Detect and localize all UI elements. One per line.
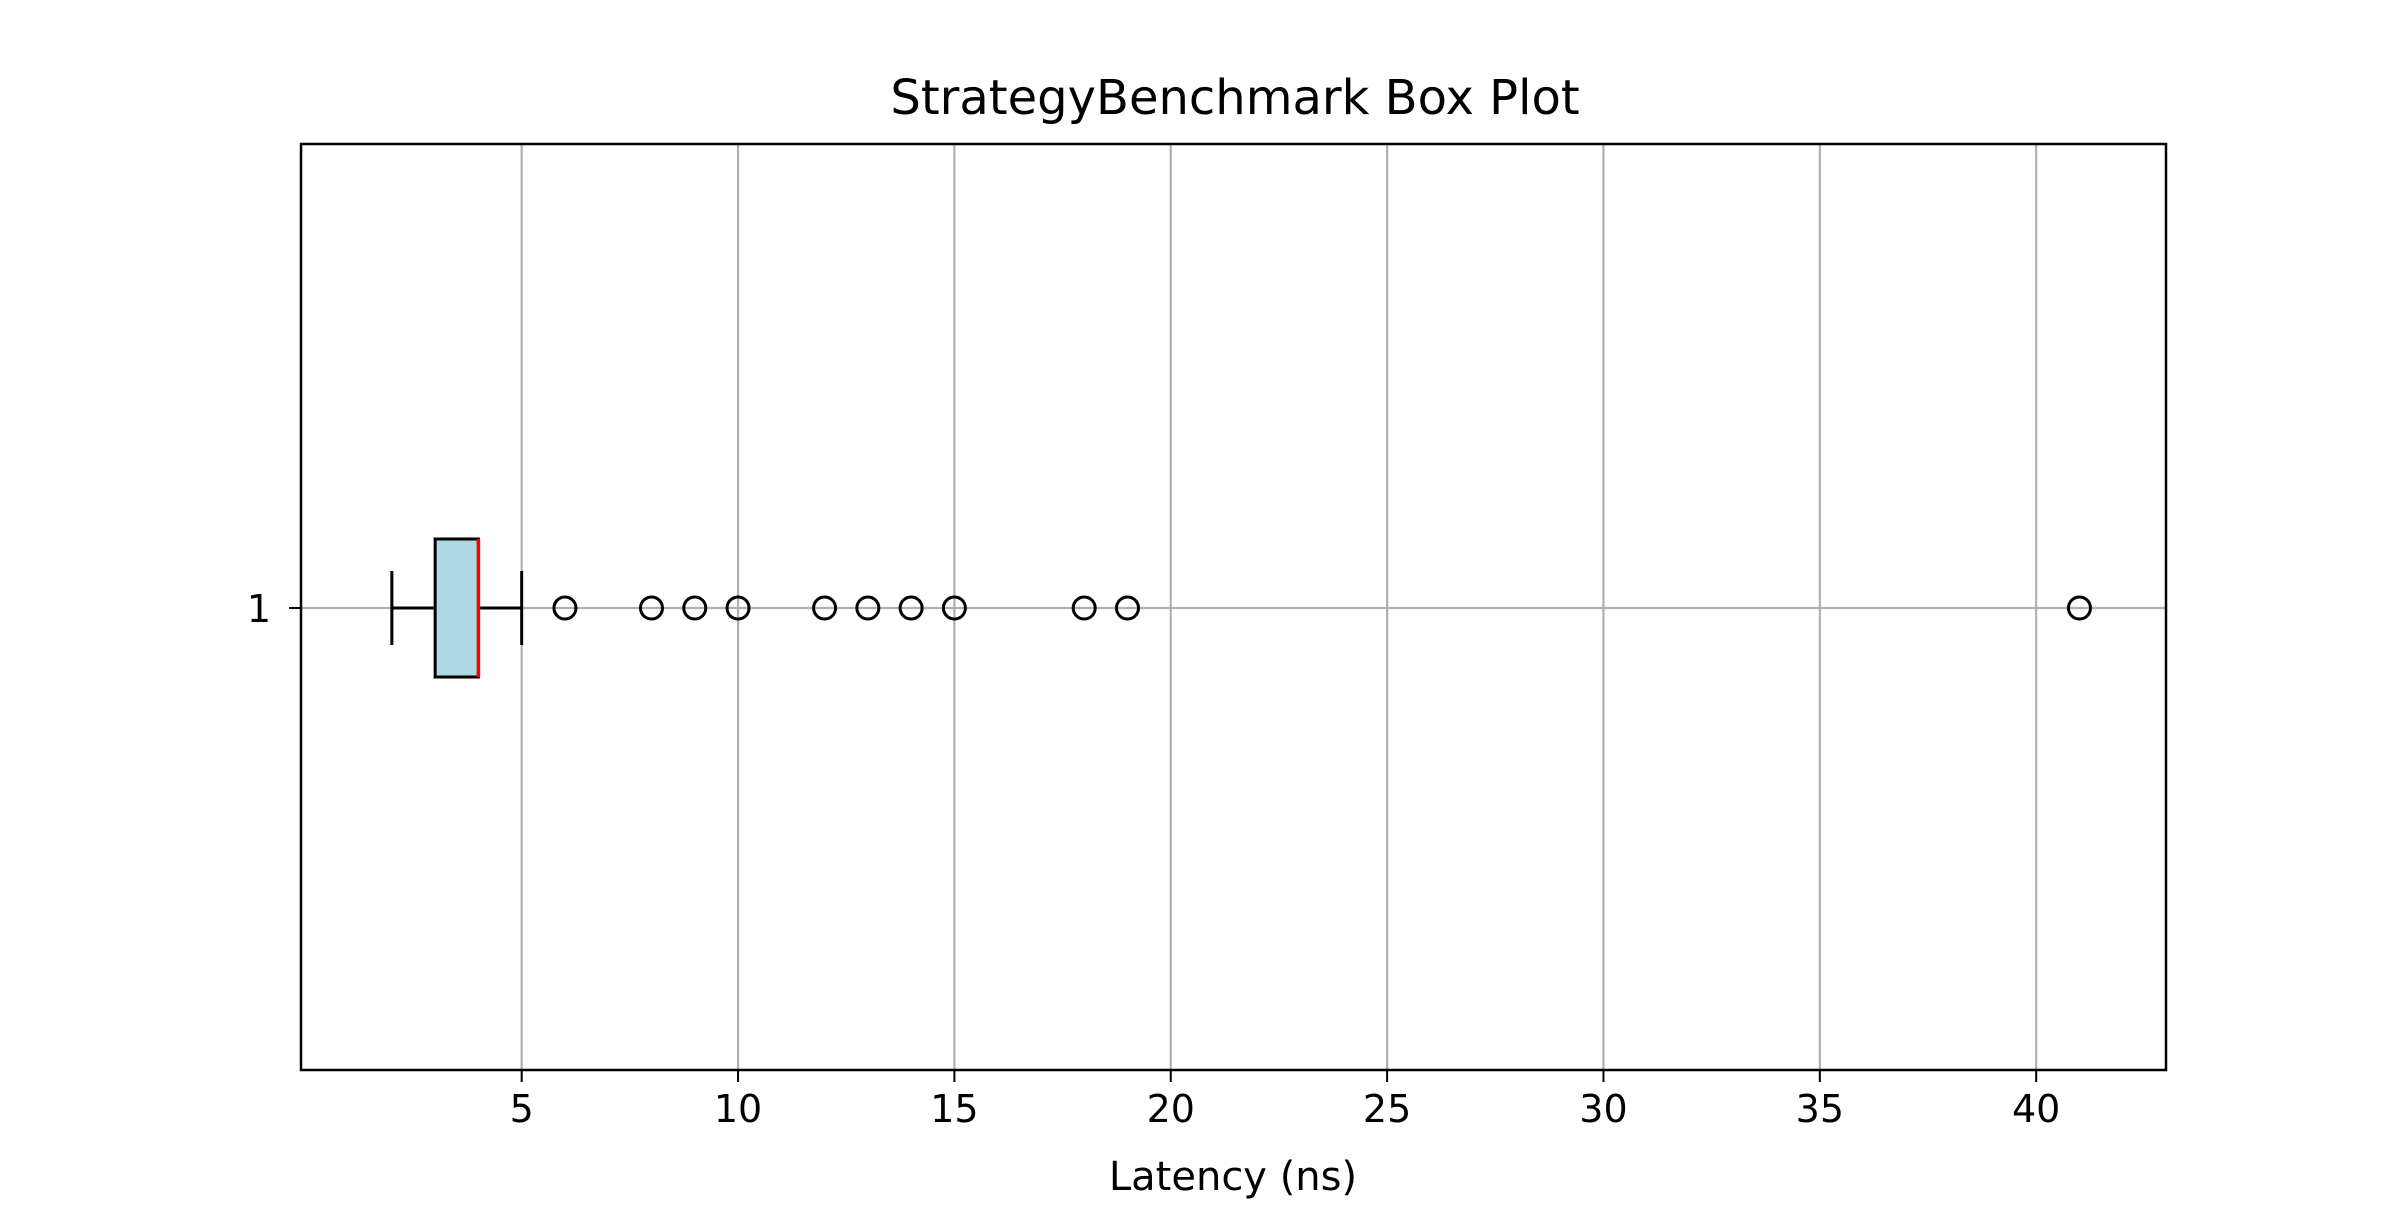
x-tick-label: 30 xyxy=(1579,1087,1627,1131)
outlier-point xyxy=(725,595,751,621)
outlier-point xyxy=(1071,595,1097,621)
outlier-point xyxy=(1114,595,1140,621)
outlier-point xyxy=(638,595,664,621)
outlier-point xyxy=(682,595,708,621)
box-layer xyxy=(390,537,524,679)
x-tick-label: 15 xyxy=(930,1087,978,1131)
x-tick-label: 40 xyxy=(2012,1087,2060,1131)
chart-title: StrategyBenchmark Box Plot xyxy=(890,70,1579,126)
outlier-point xyxy=(812,595,838,621)
x-tick-label: 5 xyxy=(510,1087,534,1131)
outlier-point xyxy=(855,595,881,621)
tick-layer: 5 10 15 20 25 30 35 40 1 xyxy=(247,587,2061,1131)
x-tick-label: 20 xyxy=(1147,1087,1195,1131)
outlier-point xyxy=(2066,595,2092,621)
iqr-box xyxy=(433,537,480,679)
x-tick-label: 10 xyxy=(714,1087,762,1131)
x-tick-label: 25 xyxy=(1363,1087,1411,1131)
x-tick-label: 35 xyxy=(1796,1087,1844,1131)
plot-frame xyxy=(299,142,2168,1072)
grid-layer xyxy=(301,144,2166,1070)
outlier-point xyxy=(552,595,578,621)
y-tick-label: 1 xyxy=(247,587,271,631)
outlier-layer xyxy=(552,595,2092,621)
outlier-point xyxy=(941,595,967,621)
x-axis-label: Latency (ns) xyxy=(1109,1154,1357,1200)
outlier-point xyxy=(898,595,924,621)
